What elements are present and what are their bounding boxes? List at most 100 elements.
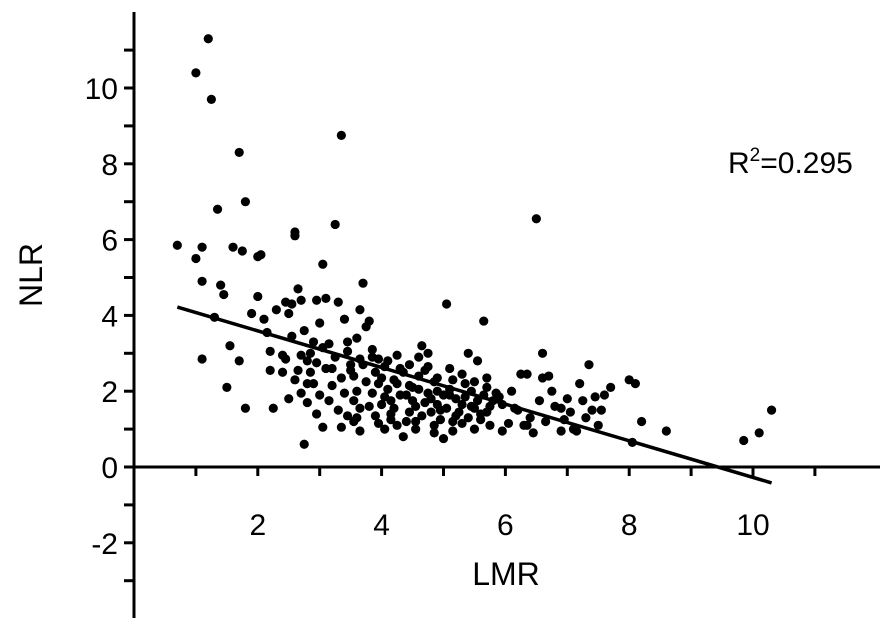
data-point (571, 426, 582, 436)
data-point (349, 416, 359, 427)
data-point (438, 433, 449, 444)
data-point (373, 354, 384, 364)
data-point (302, 356, 312, 366)
data-point (296, 295, 306, 305)
r-squared-annotation: R2=0.295 (728, 145, 853, 180)
data-point (318, 422, 328, 432)
data-point (636, 416, 647, 427)
data-point (293, 284, 303, 294)
data-point (268, 403, 278, 413)
data-point (485, 420, 495, 430)
data-point (445, 363, 455, 374)
data-point (587, 405, 597, 415)
data-point (541, 416, 551, 427)
x-axis-ticks: 2 4 6 8 10 (194, 467, 817, 542)
data-point (581, 413, 591, 423)
data-point (547, 386, 557, 396)
data-point (197, 354, 207, 364)
data-point (293, 365, 303, 375)
r-squared-value: =0.295 (760, 147, 853, 180)
data-point (336, 373, 346, 383)
data-points (172, 34, 777, 449)
data-point (336, 130, 346, 140)
data-point (528, 428, 538, 438)
data-point (299, 439, 309, 449)
data-point (302, 397, 312, 408)
data-point (537, 373, 548, 383)
data-point (342, 346, 353, 357)
data-point (203, 34, 213, 44)
data-point (355, 426, 365, 436)
data-point (324, 396, 334, 406)
data-point (342, 411, 353, 421)
y-tick-label: 4 (101, 300, 118, 333)
data-point (327, 380, 337, 391)
data-point (463, 413, 473, 423)
data-point (562, 394, 572, 404)
data-point (172, 240, 182, 250)
data-point (429, 428, 439, 438)
data-point (197, 242, 207, 252)
y-tick-label: 8 (101, 149, 118, 182)
data-point (296, 350, 306, 360)
x-tick-label: 10 (736, 509, 769, 542)
data-point (237, 246, 247, 256)
data-point (584, 360, 594, 370)
data-point (534, 396, 545, 406)
data-point (441, 403, 452, 413)
data-point (522, 420, 532, 430)
data-point (460, 379, 470, 389)
data-point (234, 147, 244, 158)
data-point (364, 316, 374, 326)
data-point (355, 305, 365, 315)
data-point (380, 424, 390, 434)
data-point (766, 405, 777, 415)
data-point (305, 348, 316, 358)
data-point (333, 405, 343, 415)
data-point (556, 426, 566, 436)
data-point (754, 428, 764, 438)
x-axis-label: LMR (472, 556, 540, 592)
data-point (321, 293, 331, 303)
data-point (330, 219, 340, 230)
data-point (411, 424, 421, 434)
data-point (281, 354, 291, 364)
data-point (525, 413, 535, 423)
data-point (404, 360, 415, 370)
data-point (531, 214, 541, 224)
data-point (404, 407, 415, 417)
data-point (219, 289, 229, 300)
y-tick-label: 0 (101, 452, 118, 485)
data-point (565, 407, 575, 417)
data-point (312, 409, 322, 419)
data-point (361, 377, 371, 387)
data-point (448, 426, 458, 436)
data-point (417, 411, 427, 421)
data-point (497, 426, 507, 436)
data-point (370, 411, 381, 421)
data-point (216, 280, 226, 290)
data-point (315, 390, 325, 400)
data-point (315, 318, 325, 328)
data-point (253, 291, 263, 302)
data-point (321, 363, 331, 374)
data-point (284, 394, 294, 404)
data-point (578, 396, 588, 406)
data-point (426, 407, 436, 417)
data-point (290, 227, 300, 237)
data-point (386, 396, 396, 406)
data-point (482, 382, 492, 393)
data-point (308, 337, 319, 347)
data-point (364, 401, 374, 411)
y-tick-label: 2 (101, 376, 118, 409)
data-point (392, 379, 402, 389)
x-tick-label: 6 (497, 509, 514, 542)
data-point (417, 341, 427, 351)
data-point (271, 305, 281, 315)
data-point (386, 415, 396, 425)
data-point (240, 197, 251, 207)
data-point (472, 356, 483, 366)
data-point (423, 348, 433, 358)
data-point (599, 390, 610, 400)
data-point (404, 380, 415, 391)
